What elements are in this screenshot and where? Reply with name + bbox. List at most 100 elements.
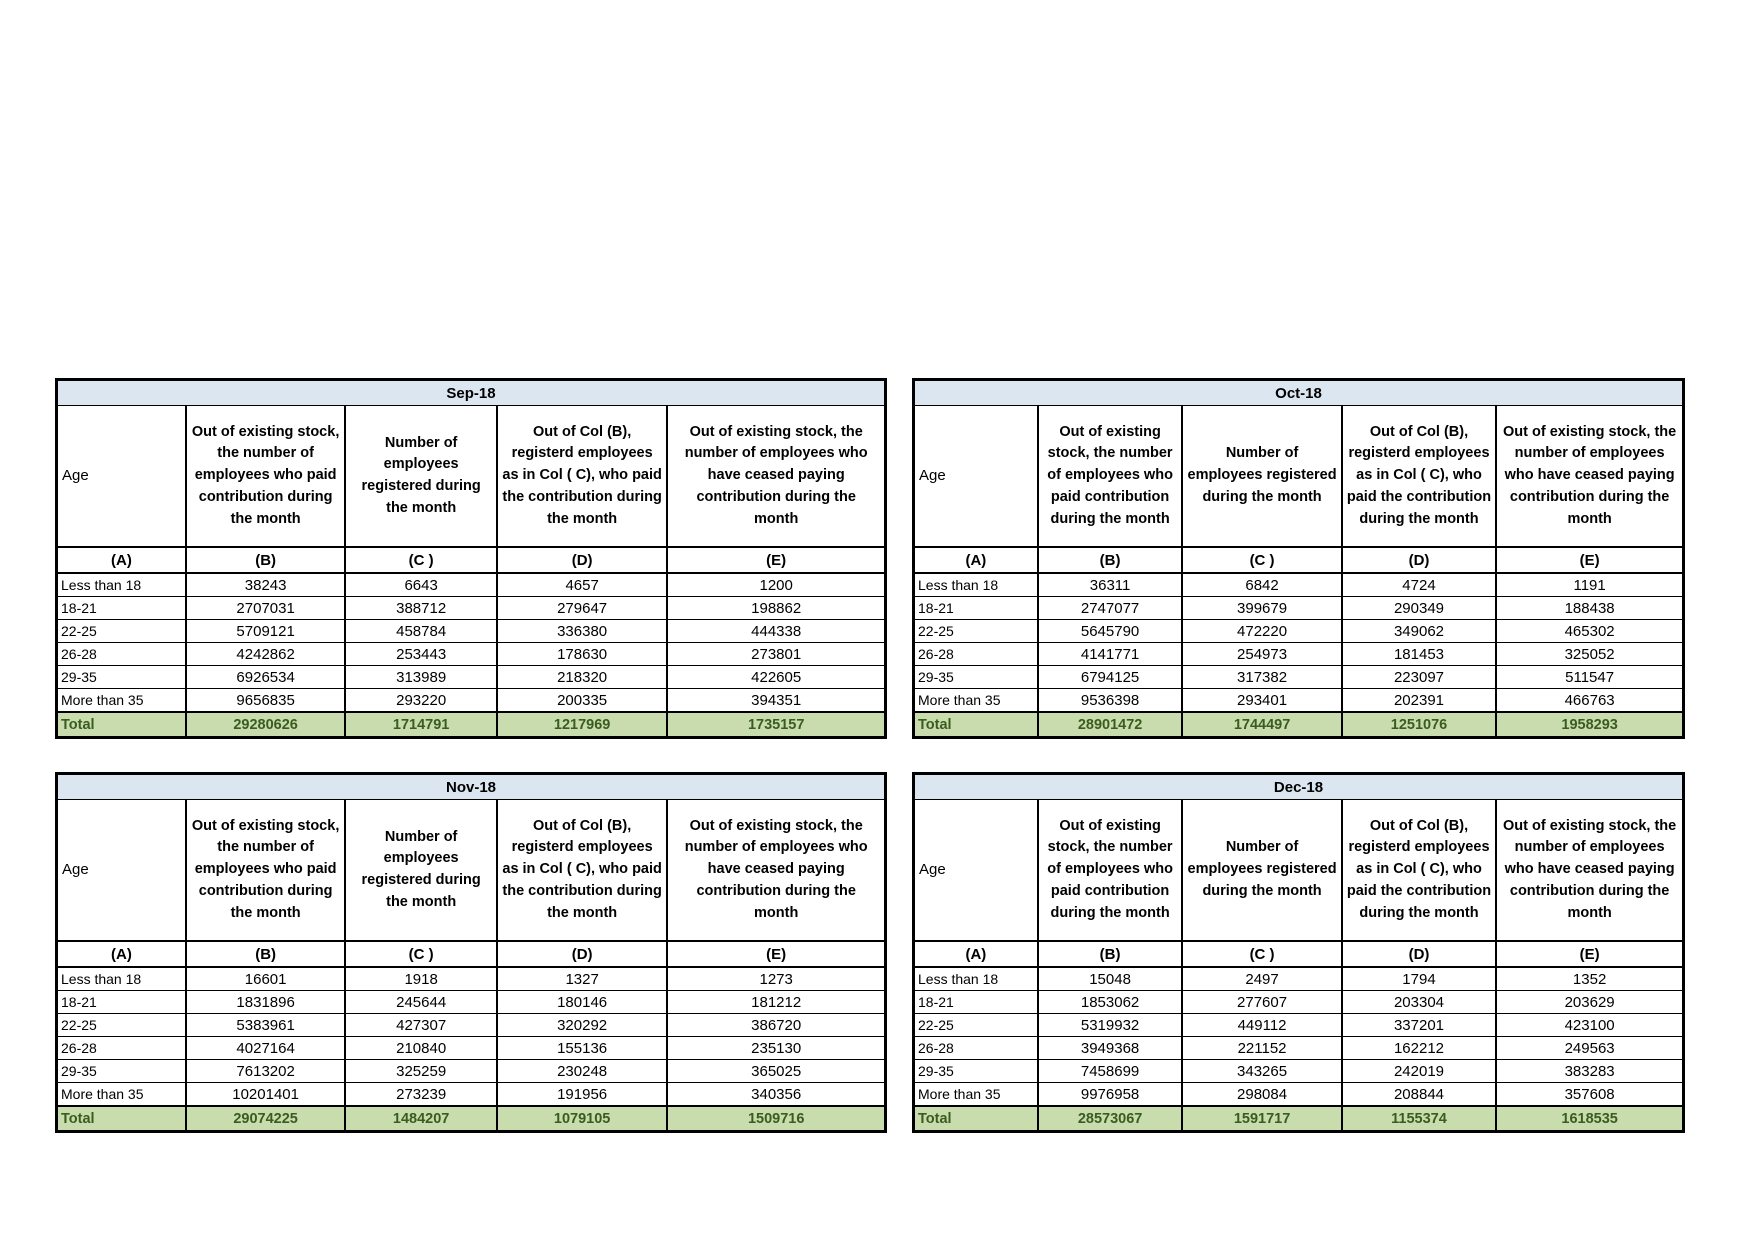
- column-letter: (E): [1495, 940, 1685, 968]
- total-row: Total 28573067 1591717 1155374 1618535: [912, 1105, 1685, 1132]
- value-cell: 394351: [666, 688, 887, 713]
- table-row: 29-35 7458699 343265 242019 383283: [912, 1059, 1685, 1083]
- age-label: 22-25: [912, 1013, 1039, 1037]
- value-cell: 325259: [344, 1059, 498, 1083]
- column-letter: (E): [666, 940, 887, 968]
- column-letter: (E): [666, 546, 887, 574]
- column-letter: (A): [55, 546, 187, 574]
- age-label: 18-21: [55, 596, 187, 620]
- value-cell: 273239: [344, 1082, 498, 1107]
- total-value-cell: 1251076: [1340, 711, 1498, 738]
- table-row: Less than 18 16601 1918 1327 1273: [55, 966, 887, 991]
- age-label: 26-28: [912, 642, 1039, 666]
- value-cell: 1853062: [1036, 990, 1184, 1014]
- age-label: 18-21: [55, 990, 187, 1014]
- total-value-cell: 1217969: [495, 711, 669, 738]
- table-row: Less than 18 36311 6842 4724 1191: [912, 572, 1685, 597]
- age-label: More than 35: [912, 1082, 1039, 1107]
- table-row: 18-21 1853062 277607 203304 203629: [912, 990, 1685, 1014]
- table-row: More than 35 9656835 293220 200335 394351: [55, 688, 887, 713]
- value-cell: 253443: [344, 642, 498, 666]
- column-letter-row: (A) (B) (C ) (D) (E): [912, 940, 1685, 968]
- column-header: Out of existing stock, the number of emp…: [184, 405, 347, 548]
- value-cell: 343265: [1181, 1059, 1343, 1083]
- table-sep-18: Sep-18 Age Out of existing stock, the numb…: [55, 378, 887, 739]
- value-cell: 6926534: [184, 665, 347, 689]
- column-letter: (A): [55, 940, 187, 968]
- column-header: Out of Col (B), registerd employees as i…: [495, 405, 669, 548]
- age-label: Less than 18: [55, 572, 187, 597]
- column-letter: (C ): [1181, 940, 1343, 968]
- total-value-cell: 1484207: [344, 1105, 498, 1132]
- value-cell: 386720: [666, 1013, 887, 1037]
- value-cell: 178630: [495, 642, 669, 666]
- total-value-cell: 1958293: [1495, 711, 1685, 738]
- value-cell: 208844: [1340, 1082, 1498, 1107]
- value-cell: 1273: [666, 966, 887, 991]
- column-letter: (A): [912, 546, 1039, 574]
- column-letter: (D): [495, 940, 669, 968]
- value-cell: 4242862: [184, 642, 347, 666]
- table-row: More than 35 10201401 273239 191956 340356: [55, 1082, 887, 1107]
- table-row: More than 35 9536398 293401 202391 466763: [912, 688, 1685, 713]
- total-label: Total: [55, 1105, 187, 1132]
- age-label: 18-21: [912, 990, 1039, 1014]
- total-value-cell: 1735157: [666, 711, 887, 738]
- value-cell: 254973: [1181, 642, 1343, 666]
- column-letter: (B): [184, 940, 347, 968]
- value-cell: 203629: [1495, 990, 1685, 1014]
- age-label: Less than 18: [55, 966, 187, 991]
- table-dec-18: Dec-18 Age Out of existing stock, the numb…: [912, 772, 1685, 1133]
- value-cell: 293220: [344, 688, 498, 713]
- value-cell: 340356: [666, 1082, 887, 1107]
- value-cell: 223097: [1340, 665, 1498, 689]
- value-cell: 317382: [1181, 665, 1343, 689]
- value-cell: 1794: [1340, 966, 1498, 991]
- column-letter-row: (A) (B) (C ) (D) (E): [912, 546, 1685, 574]
- age-label: 29-35: [55, 1059, 187, 1083]
- table-title: Nov-18: [55, 773, 887, 800]
- value-cell: 383283: [1495, 1059, 1685, 1083]
- value-cell: 245644: [344, 990, 498, 1014]
- column-header: Out of existing stock, the number of emp…: [1495, 799, 1685, 942]
- value-cell: 399679: [1181, 596, 1343, 620]
- age-label: 29-35: [55, 665, 187, 689]
- column-letter: (A): [912, 940, 1039, 968]
- value-cell: 298084: [1181, 1082, 1343, 1107]
- column-letter: (D): [495, 546, 669, 574]
- column-letter: (D): [1340, 940, 1498, 968]
- value-cell: 458784: [344, 619, 498, 643]
- value-cell: 472220: [1181, 619, 1343, 643]
- total-label: Total: [912, 711, 1039, 738]
- column-header: Number of employees registered during th…: [344, 799, 498, 942]
- value-cell: 4724: [1340, 572, 1498, 597]
- value-cell: 10201401: [184, 1082, 347, 1107]
- value-cell: 7458699: [1036, 1059, 1184, 1083]
- total-label: Total: [55, 711, 187, 738]
- value-cell: 1200: [666, 572, 887, 597]
- column-letter: (E): [1495, 546, 1685, 574]
- value-cell: 210840: [344, 1036, 498, 1060]
- total-value-cell: 1591717: [1181, 1105, 1343, 1132]
- value-cell: 235130: [666, 1036, 887, 1060]
- table-row: 18-21 2707031 388712 279647 198862: [55, 596, 887, 620]
- column-header: Out of Col (B), registerd employees as i…: [1340, 405, 1498, 548]
- age-label: Less than 18: [912, 572, 1039, 597]
- value-cell: 422605: [666, 665, 887, 689]
- column-header: Out of Col (B), registerd employees as i…: [1340, 799, 1498, 942]
- value-cell: 1327: [495, 966, 669, 991]
- value-cell: 162212: [1340, 1036, 1498, 1060]
- total-row: Total 29074225 1484207 1079105 1509716: [55, 1105, 887, 1132]
- column-letter: (C ): [344, 940, 498, 968]
- value-cell: 15048: [1036, 966, 1184, 991]
- value-cell: 191956: [495, 1082, 669, 1107]
- value-cell: 7613202: [184, 1059, 347, 1083]
- total-value-cell: 1155374: [1340, 1105, 1498, 1132]
- value-cell: 2497: [1181, 966, 1343, 991]
- column-header: Number of employees registered during th…: [1181, 405, 1343, 548]
- value-cell: 293401: [1181, 688, 1343, 713]
- value-cell: 3949368: [1036, 1036, 1184, 1060]
- value-cell: 218320: [495, 665, 669, 689]
- total-value-cell: 29074225: [184, 1105, 347, 1132]
- value-cell: 181212: [666, 990, 887, 1014]
